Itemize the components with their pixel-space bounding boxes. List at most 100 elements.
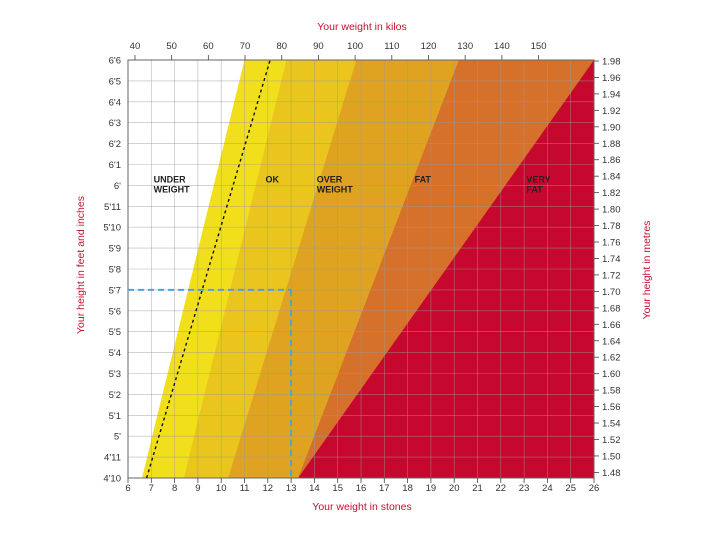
feet-tick-label: 6': [114, 181, 121, 192]
kilo-tick-label: 50: [166, 41, 177, 52]
feet-tick-label: 6'2: [109, 139, 121, 150]
feet-tick-label: 5'1: [109, 411, 121, 422]
metre-tick-label: 1.48: [602, 468, 621, 479]
stone-tick-label: 19: [426, 483, 437, 494]
zone-label-line: VERY: [526, 174, 550, 184]
metre-tick-label: 1.58: [602, 386, 621, 397]
zone-label-line: UNDER: [154, 174, 187, 184]
reference-layer: [145, 59, 271, 479]
stone-tick-label: 16: [356, 483, 367, 494]
metre-tick-label: 1.76: [602, 238, 621, 249]
feet-tick-label: 6'6: [109, 56, 121, 67]
metre-tick-label: 1.60: [602, 369, 621, 380]
stone-tick-label: 10: [216, 483, 227, 494]
zone-label-line: FAT: [526, 184, 543, 194]
kilo-tick-label: 120: [421, 41, 437, 52]
zone-label-line: OK: [265, 174, 279, 184]
zone-label-line: WEIGHT: [154, 184, 190, 194]
zone-label-ok: OK: [265, 174, 279, 184]
stone-tick-label: 11: [240, 483, 250, 494]
feet-tick-label: 4'11: [104, 453, 121, 464]
stone-tick-label: 18: [402, 483, 413, 494]
right-axis-title: Your height in metres: [641, 221, 653, 320]
metre-tick-label: 1.82: [602, 188, 621, 199]
example-marker-layer: [128, 288, 293, 478]
metre-tick-label: 1.94: [602, 89, 621, 100]
stone-tick-label: 15: [332, 483, 343, 494]
zone-label-over-weight: OVER WEIGHT: [317, 174, 353, 194]
feet-tick-label: 5': [114, 432, 121, 443]
zone-label-under-weight: UNDER WEIGHT: [154, 174, 190, 194]
kilo-tick-label: 70: [240, 41, 251, 52]
feet-tick-label: 5'7: [109, 285, 121, 296]
stone-tick-label: 22: [496, 483, 507, 494]
healthy-reference-line: [145, 59, 271, 479]
zone-label-fat: FAT: [415, 174, 432, 184]
kilo-tick-label: 60: [203, 41, 214, 52]
stone-tick-label: 20: [449, 483, 460, 494]
grid-layer: [127, 59, 595, 479]
stone-tick-label: 25: [565, 483, 576, 494]
kilo-tick-label: 140: [494, 41, 510, 52]
stone-tick-label: 6: [125, 483, 130, 494]
stone-tick-label: 9: [195, 483, 200, 494]
metre-tick-label: 1.64: [602, 336, 621, 347]
metre-tick-label: 1.52: [602, 435, 621, 446]
stone-tick-label: 12: [263, 483, 274, 494]
feet-tick-label: 5'4: [109, 348, 121, 359]
feet-tick-label: 5'10: [103, 223, 121, 234]
kilo-tick-label: 80: [276, 41, 287, 52]
metre-tick-label: 1.80: [602, 205, 621, 216]
feet-tick-label: 6'1: [109, 160, 121, 171]
feet-tick-label: 6'3: [109, 118, 121, 129]
feet-tick-label: 4'10: [103, 474, 121, 485]
metre-tick-label: 1.68: [602, 303, 621, 314]
metre-tick-label: 1.54: [602, 419, 621, 430]
feet-tick-label: 5'3: [109, 369, 121, 380]
kilo-tick-label: 110: [384, 41, 399, 52]
stone-tick-label: 21: [472, 483, 483, 494]
stone-tick-label: 8: [172, 483, 177, 494]
feet-tick-label: 5'9: [109, 244, 121, 255]
top-axis-title: Your weight in kilos: [317, 21, 407, 33]
metre-tick-label: 1.66: [602, 320, 621, 331]
stone-tick-label: 26: [589, 483, 600, 494]
metre-tick-label: 1.72: [602, 270, 621, 281]
feet-tick-label: 5'6: [109, 306, 121, 317]
feet-tick-label: 5'5: [109, 327, 121, 338]
metre-tick-label: 1.96: [602, 73, 621, 84]
kilo-tick-label: 100: [347, 41, 363, 52]
feet-tick-label: 5'8: [109, 265, 121, 276]
metre-tick-label: 1.74: [602, 254, 621, 265]
metre-tick-label: 1.78: [602, 221, 621, 232]
feet-tick-label: 6'5: [109, 76, 121, 87]
ticks-layer: 40 50 60 70 80 90 100 110 120 130 140 150 6 7 8 9 10 11 12…: [103, 41, 620, 494]
stone-tick-label: 17: [379, 483, 390, 494]
stone-tick-label: 14: [309, 483, 320, 494]
bottom-axis-title: Your weight in stones: [312, 501, 411, 513]
metre-tick-label: 1.86: [602, 155, 621, 166]
metre-tick-label: 1.98: [602, 56, 621, 67]
kilo-tick-label: 130: [457, 41, 473, 52]
feet-tick-label: 5'11: [104, 202, 121, 213]
metre-tick-label: 1.56: [602, 402, 621, 413]
left-axis-title: Your height in feet and inches: [75, 196, 87, 334]
metre-tick-label: 1.92: [602, 106, 621, 117]
zone-label-very-fat: VERY FAT: [526, 174, 550, 194]
stone-tick-label: 23: [519, 483, 530, 494]
stone-tick-label: 24: [542, 483, 553, 494]
metre-tick-label: 1.90: [602, 122, 621, 133]
metre-tick-label: 1.84: [602, 172, 621, 183]
metre-tick-label: 1.62: [602, 353, 621, 364]
feet-tick-label: 5'2: [109, 390, 121, 401]
metre-tick-label: 1.88: [602, 139, 621, 150]
metre-tick-label: 1.70: [602, 287, 621, 298]
zone-label-line: FAT: [415, 174, 432, 184]
zone-label-line: WEIGHT: [317, 184, 353, 194]
kilo-tick-label: 90: [313, 41, 324, 52]
kilo-tick-label: 40: [130, 41, 141, 52]
kilo-tick-label: 150: [531, 41, 547, 52]
stone-tick-label: 7: [149, 483, 154, 494]
